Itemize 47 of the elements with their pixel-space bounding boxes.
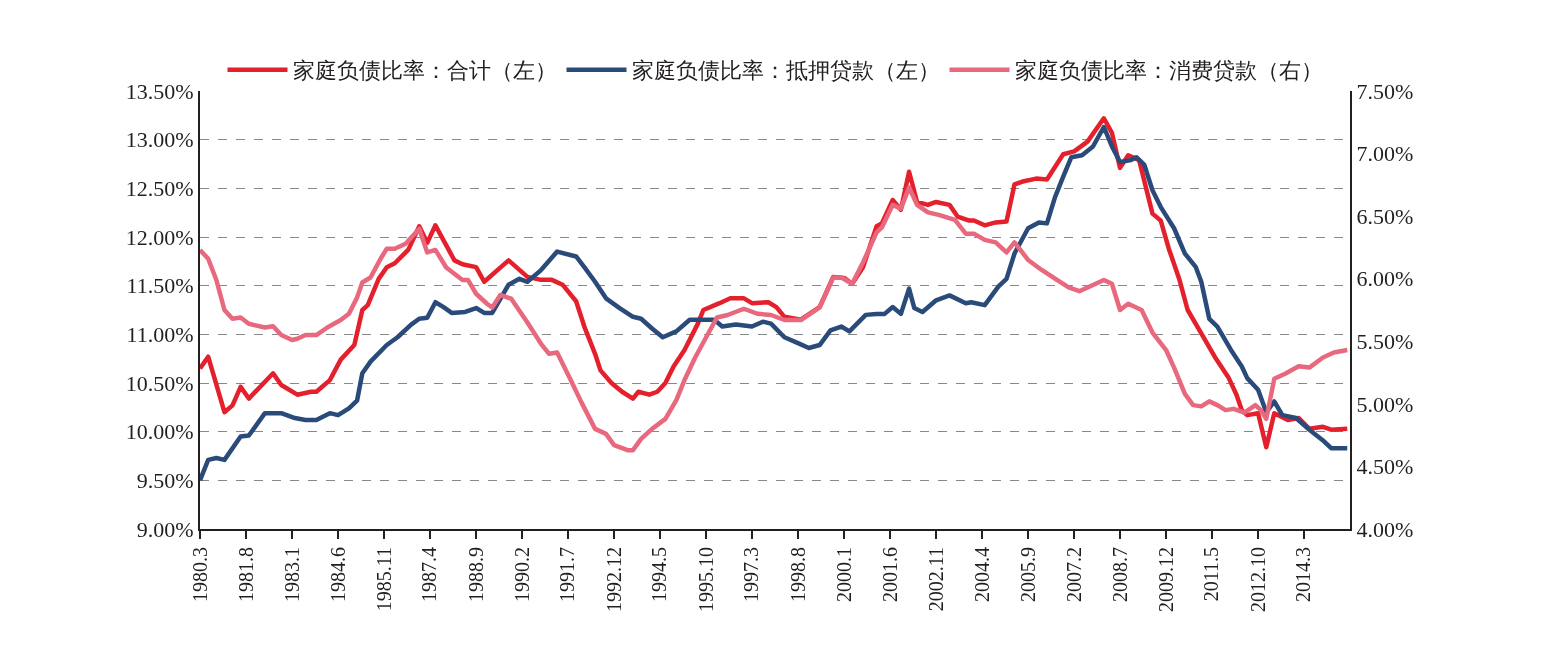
x-tick-label: 1992.12	[602, 547, 625, 612]
legend-label: 家庭负债比率：消费贷款（右）	[1014, 58, 1323, 84]
x-tick-label: 1991.7	[556, 547, 579, 602]
x-tick-label: 2012.10	[1246, 547, 1269, 612]
y2-tick-label: 5.50%	[1356, 328, 1414, 354]
x-tick-label: 1997.3	[740, 547, 763, 602]
y-tick-label: 9.50%	[136, 468, 194, 494]
legend-label: 家庭负债比率：合计（左）	[292, 58, 557, 84]
x-tick-label: 1990.2	[510, 547, 533, 602]
y2-tick-label: 6.00%	[1356, 266, 1414, 292]
x-tick-label: 1984.6	[326, 547, 349, 602]
y-tick-label: 9.00%	[136, 516, 194, 542]
line-series	[200, 185, 1350, 453]
x-tick-label: 1988.9	[464, 547, 487, 602]
x-tick-label: 1985.11	[372, 547, 395, 612]
x-tick-label: 2001.6	[878, 547, 901, 602]
x-tick-label: 2002.11	[924, 547, 947, 612]
y-tick-label: 10.50%	[125, 370, 194, 396]
x-tick-label: 1981.8	[234, 547, 257, 602]
y2-tick-label: 7.00%	[1356, 141, 1414, 167]
y-tick-label: 12.50%	[125, 176, 194, 202]
x-tick-label: 2014.3	[1292, 547, 1315, 602]
x-tick-label: 2004.4	[970, 547, 993, 602]
x-tick-label: 2008.7	[1108, 547, 1131, 602]
y2-tick-label: 4.00%	[1356, 516, 1414, 542]
y-tick-label: 10.00%	[125, 419, 194, 445]
y-tick-label: 13.50%	[125, 78, 194, 104]
x-tick-label: 1980.3	[188, 547, 211, 602]
y-tick-label: 13.00%	[125, 127, 194, 153]
y2-tick-label: 5.00%	[1356, 391, 1414, 417]
x-tick-label: 1983.1	[280, 547, 303, 602]
y2-tick-label: 4.50%	[1356, 454, 1414, 480]
x-tick-label: 1998.8	[786, 547, 809, 602]
y2-tick-label: 7.50%	[1356, 78, 1414, 104]
y-tick-label: 11.00%	[126, 322, 194, 348]
y-tick-label: 12.00%	[125, 224, 194, 250]
x-tick-label: 2005.9	[1016, 547, 1039, 602]
x-tick-label: 2000.1	[832, 547, 855, 602]
x-tick-label: 2011.5	[1200, 547, 1223, 602]
legend-label: 家庭负债比率：抵押贷款（左）	[631, 58, 940, 84]
y-tick-label: 11.50%	[126, 273, 194, 299]
x-tick-label: 1995.10	[694, 547, 717, 612]
x-tick-label: 1994.5	[648, 547, 671, 602]
x-tick-label: 2007.2	[1062, 547, 1085, 602]
y2-tick-label: 6.50%	[1356, 203, 1414, 229]
x-tick-label: 1987.4	[418, 547, 441, 602]
x-tick-label: 2009.12	[1154, 547, 1177, 612]
